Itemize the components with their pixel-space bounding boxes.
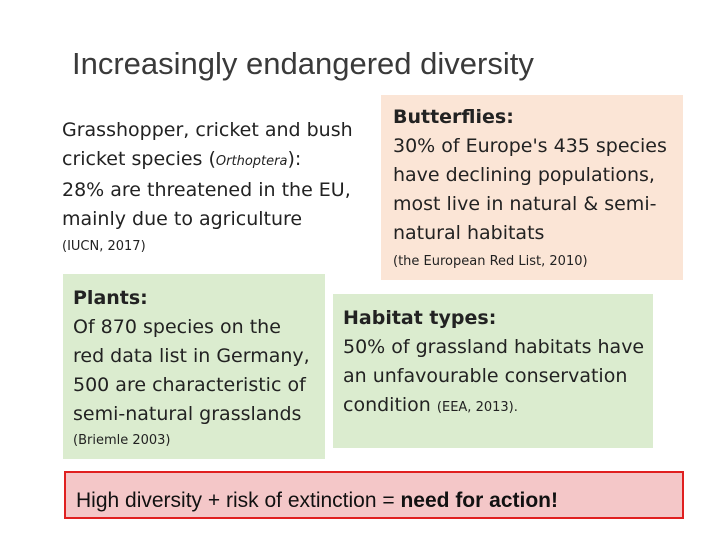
habitat-line-3-text: condition — [343, 394, 431, 416]
plants-line-1: Of 870 species on the — [73, 316, 281, 338]
orthoptera-citation: (IUCN, 2017) — [62, 239, 146, 254]
plants-line-2: red data list in Germany, — [73, 345, 310, 367]
orthoptera-box: Grasshopper, cricket and bush cricket sp… — [52, 104, 372, 268]
call-to-action-emphasis: need for action! — [400, 489, 558, 512]
orthoptera-line-2-a: cricket species ( — [62, 148, 216, 170]
orthoptera-line-3: 28% are threatened in the EU, — [62, 179, 351, 201]
plants-heading: Plants: — [73, 287, 148, 309]
habitat-line-1: 50% of grassland habitats have — [343, 336, 645, 358]
butterflies-heading: Butterflies: — [393, 106, 514, 128]
orthoptera-line-2: cricket species (Orthoptera): — [62, 145, 372, 176]
habitat-line-3: condition (EEA, 2013). — [343, 391, 653, 422]
habitat-citation: (EEA, 2013). — [436, 400, 518, 415]
orthoptera-taxon: Orthoptera — [215, 154, 288, 169]
habitat-line-2: an unfavourable conservation — [343, 365, 628, 387]
butterflies-line-1: 30% of Europe's 435 species — [393, 135, 667, 157]
butterflies-box: Butterflies: 30% of Europe's 435 species… — [381, 95, 683, 280]
plants-line-4: semi-natural grasslands — [73, 403, 302, 425]
plants-box: Plants: Of 870 species on the red data l… — [63, 274, 325, 459]
butterflies-line-4: natural habitats — [393, 222, 545, 244]
plants-line-3: 500 are characteristic of — [73, 374, 306, 396]
orthoptera-line-4: mainly due to agriculture — [62, 208, 303, 230]
orthoptera-line-1: Grasshopper, cricket and bush — [62, 119, 353, 141]
butterflies-line-2: have declining populations, — [393, 164, 655, 186]
habitat-box: Habitat types: 50% of grassland habitats… — [333, 294, 653, 448]
call-to-action-text: High diversity + risk of extinction = — [76, 489, 401, 512]
butterflies-citation: (the European Red List, 2010) — [393, 254, 588, 269]
butterflies-line-3: most live in natural & semi- — [393, 193, 657, 215]
slide-title: Increasingly endangered diversity — [72, 46, 534, 81]
plants-citation: (Briemle 2003) — [73, 433, 171, 448]
orthoptera-line-2-c: ): — [287, 148, 302, 170]
habitat-heading: Habitat types: — [343, 307, 497, 329]
call-to-action-box: High diversity + risk of extinction = ne… — [64, 471, 684, 519]
